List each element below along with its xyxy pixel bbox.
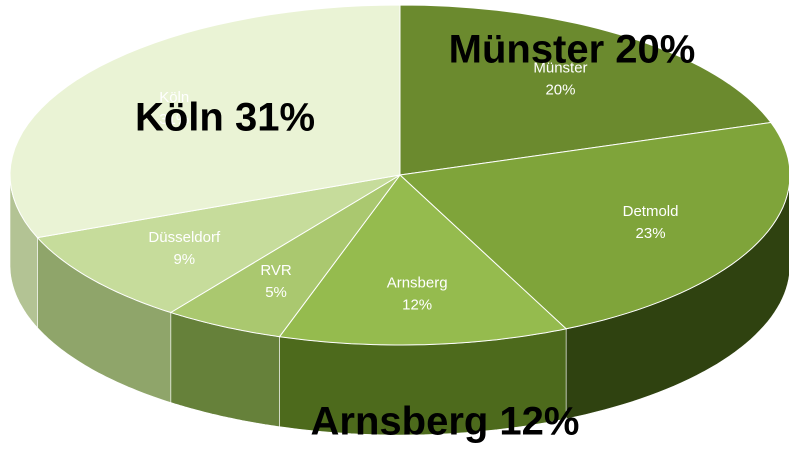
slice — [9, 4, 401, 239]
annotation: Köln 31% — [135, 96, 315, 140]
slice — [399, 4, 772, 176]
slice-value-label: 31% — [159, 111, 189, 128]
slice — [398, 121, 789, 330]
slice-label: Detmold — [623, 203, 679, 220]
slice-value-label: 5% — [265, 284, 287, 301]
slice-value-label: 23% — [636, 225, 666, 242]
annotation: Arnsberg 12% — [311, 400, 580, 444]
slice-label: Münster — [533, 60, 587, 77]
slice — [36, 174, 401, 314]
slice-value-label: 12% — [402, 297, 432, 314]
slice-label: RVR — [260, 262, 292, 279]
slice-label: Düsseldorf — [148, 229, 221, 246]
slice-value-label: 9% — [173, 251, 195, 268]
slice-value-label: 20% — [545, 82, 575, 99]
slice-label: Köln — [159, 89, 189, 106]
slice — [278, 174, 568, 346]
slice-label: Arnsberg — [387, 275, 448, 292]
slice — [169, 174, 401, 338]
annotation: Münster 20% — [449, 28, 696, 72]
